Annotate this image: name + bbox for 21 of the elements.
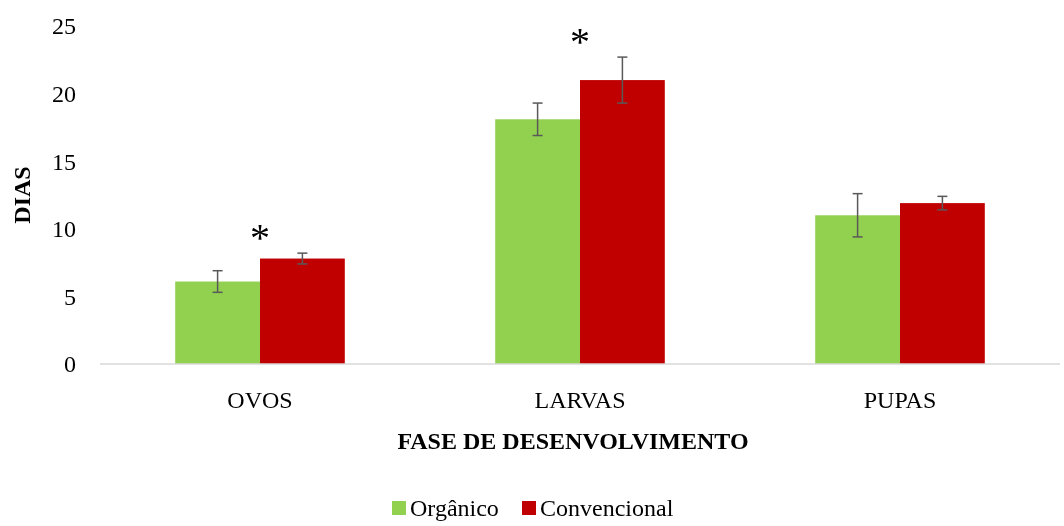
x-axis-title: FASE DE DESENVOLVIMENTO xyxy=(397,428,749,454)
y-tick-label: 0 xyxy=(64,351,76,378)
annotation: * xyxy=(570,19,590,65)
bar xyxy=(900,203,985,364)
y-tick-label: 15 xyxy=(52,148,76,175)
y-tick-label: 20 xyxy=(52,81,76,107)
bar xyxy=(260,258,345,364)
bar xyxy=(580,80,665,364)
bar xyxy=(815,215,900,364)
x-tick-label: OVOS xyxy=(227,387,293,413)
annotation: * xyxy=(250,215,270,261)
x-tick-label: PUPAS xyxy=(863,387,937,413)
y-tick-label: 5 xyxy=(64,283,76,310)
y-axis-title: DIAS xyxy=(9,166,35,224)
bar xyxy=(175,281,260,364)
legend-label: Convencional xyxy=(540,495,674,521)
x-tick-label: LARVAS xyxy=(534,387,626,413)
y-tick-label: 25 xyxy=(52,13,76,40)
y-tick-label: 10 xyxy=(52,216,76,243)
bar xyxy=(495,119,580,364)
legend-label: Orgânico xyxy=(410,495,499,521)
